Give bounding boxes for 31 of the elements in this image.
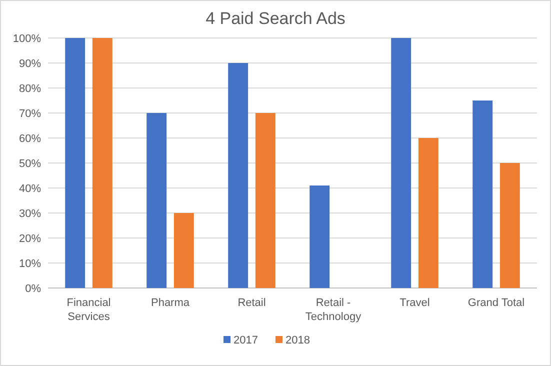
bar bbox=[472, 100, 493, 288]
y-tick-label: 60% bbox=[18, 132, 42, 145]
bar bbox=[255, 113, 276, 288]
bar bbox=[174, 213, 194, 288]
bar bbox=[65, 38, 86, 288]
y-tick-label: 80% bbox=[18, 82, 42, 95]
legend-label: 2017 bbox=[234, 334, 258, 346]
y-tick-label: 40% bbox=[18, 182, 42, 195]
y-tick-label: 30% bbox=[18, 208, 42, 220]
x-tick-label: Grand Total bbox=[468, 297, 525, 309]
bar bbox=[228, 63, 248, 288]
bar bbox=[146, 113, 167, 288]
y-tick-label: 0% bbox=[25, 282, 42, 295]
y-tick-label: 50% bbox=[18, 158, 42, 170]
bar bbox=[92, 38, 112, 288]
y-tick-label: 10% bbox=[18, 258, 42, 270]
x-tick-label: Pharma bbox=[150, 297, 190, 309]
bar bbox=[500, 163, 520, 288]
x-tick-label: Financial Services bbox=[66, 297, 111, 323]
x-tick-label: Retail - Technology bbox=[305, 297, 362, 323]
y-tick-label: 100% bbox=[12, 32, 42, 45]
x-tick-label: Retail bbox=[238, 297, 266, 309]
chart-title: 4 Paid Search Ads bbox=[206, 9, 346, 28]
y-tick-label: 70% bbox=[18, 108, 42, 120]
y-tick-label: 20% bbox=[18, 232, 42, 245]
legend-label: 2018 bbox=[286, 334, 310, 346]
bar bbox=[310, 186, 330, 288]
bar bbox=[391, 38, 412, 288]
y-tick-label: 90% bbox=[18, 58, 42, 70]
bar bbox=[418, 138, 438, 288]
x-tick-label: Travel bbox=[400, 297, 430, 309]
